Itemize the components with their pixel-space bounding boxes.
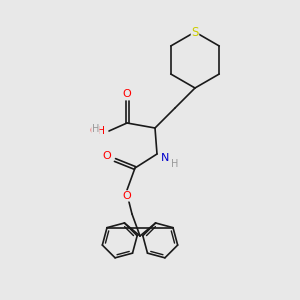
Text: S: S [191,26,199,38]
Text: H: H [92,124,99,134]
Text: O: O [103,151,111,161]
Text: OH: OH [89,126,105,136]
Text: O: O [123,89,131,99]
Text: H: H [171,159,179,169]
Text: O: O [123,191,131,201]
Text: N: N [161,153,169,163]
